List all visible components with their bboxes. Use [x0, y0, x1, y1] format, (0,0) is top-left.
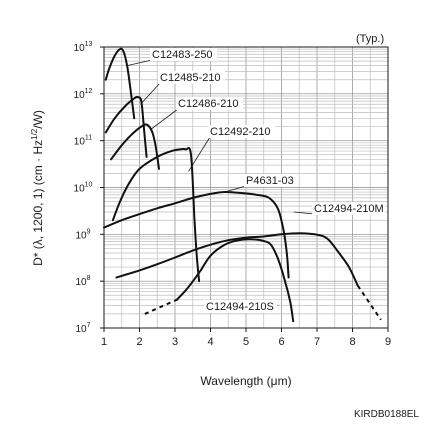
series-line-c12486-210 — [110, 123, 160, 170]
label-backdrop-c12494-210m — [312, 202, 386, 215]
series-extension-c12494-210s — [144, 298, 178, 315]
x-tick-label: 2 — [136, 336, 142, 348]
series-line-c12483-250 — [104, 47, 136, 120]
leader-line-p4631-03 — [224, 185, 247, 193]
leader-line-c12485-210 — [140, 82, 161, 105]
y-tick-label: 1010 — [74, 182, 93, 195]
y-tick-label: 1012 — [74, 88, 93, 101]
leader-line-c12483-250 — [126, 59, 153, 67]
y-axis-label-end: /W) — [31, 110, 45, 129]
series-extension-c12494-210m — [356, 285, 382, 321]
y-tick-label: 1013 — [74, 41, 93, 54]
y-tick-label: 108 — [75, 275, 90, 288]
x-tick-label: 6 — [278, 336, 284, 348]
series-line-c12494-210m — [115, 232, 359, 287]
x-tick-label: 9 — [385, 336, 391, 348]
x-tick-label: 7 — [314, 336, 320, 348]
typ-note: (Typ.) — [356, 33, 384, 45]
x-tick-label: 4 — [207, 336, 213, 348]
label-backdrop-c12494-210s — [204, 300, 278, 313]
x-tick-label: 1 — [101, 336, 107, 348]
series-label-p4631-03: P4631-03 — [246, 175, 294, 187]
y-axis-label-sup: 1/2 — [30, 128, 39, 140]
x-tick-label: 5 — [243, 336, 249, 348]
label-backdrop-c12483-250 — [150, 48, 217, 61]
leader-line-c12494-210m — [293, 211, 315, 215]
label-backdrop-c12492-210 — [208, 125, 275, 138]
label-backdrop-p4631-03 — [244, 174, 299, 187]
y-tick-label: 107 — [75, 322, 90, 335]
axes: 1 2 3 4 5 6 7 8 9 107 108 109 1010 1011 1012 1013 — [74, 41, 392, 348]
document-code: KIRDB0188EL — [353, 409, 419, 420]
x-tick-label: 3 — [172, 336, 178, 348]
series-label-c12494-210m: C12494-210M — [314, 203, 384, 215]
series-label-c12486-210: C12486-210 — [178, 98, 239, 110]
grid — [103, 47, 389, 329]
series-layer — [103, 47, 382, 323]
x-axis-label: Wavelength (μm) — [200, 374, 291, 388]
leader-line-c12492-210 — [188, 136, 211, 172]
label-backdrop-c12485-210 — [158, 71, 225, 84]
series-labels: C12483-250 C12485-210 C12486-210 C12492-210… — [126, 48, 386, 313]
y-axis-label: D* (λ, 1200, 1) (cm · Hz1/2/W) — [30, 110, 45, 266]
series-label-c12485-210: C12485-210 — [160, 72, 221, 84]
label-backdrop-c12486-210 — [176, 97, 243, 110]
series-line-c12492-210 — [111, 147, 201, 283]
series-label-c12483-250: C12483-250 — [152, 49, 213, 61]
y-tick-label: 1011 — [74, 135, 92, 148]
y-tick-label: 109 — [75, 228, 90, 241]
series-label-c12492-210: C12492-210 — [210, 126, 271, 138]
series-label-c12494-210s: C12494-210S — [206, 301, 274, 313]
y-axis-label-main: D* (λ, 1200, 1) (cm · Hz — [31, 140, 45, 266]
x-tick-label: 8 — [349, 336, 355, 348]
series-line-c12494-210s — [175, 238, 295, 323]
leader-line-c12486-210 — [149, 108, 179, 131]
